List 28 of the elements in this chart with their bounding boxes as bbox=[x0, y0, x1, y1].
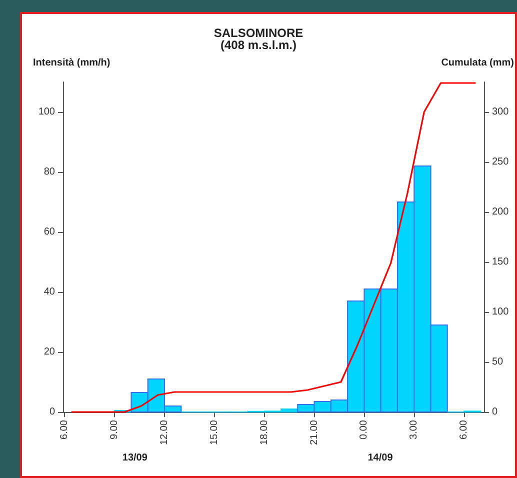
y2-tick-label: 0 bbox=[492, 406, 498, 418]
y-tick-label: 100 bbox=[38, 106, 56, 118]
y2-axis-title: Cumulata (mm) bbox=[441, 58, 514, 68]
y-tick-label: 40 bbox=[44, 286, 56, 298]
x-tick-label: 18.00 bbox=[258, 420, 270, 446]
x-tick-label: 15.00 bbox=[208, 420, 220, 446]
y2-tick-label: 300 bbox=[492, 106, 510, 118]
chart-subtitle: (408 m.s.l.m.) bbox=[220, 38, 297, 52]
y2-tick-label: 250 bbox=[492, 156, 510, 168]
x-tick-label: 6.00 bbox=[59, 420, 70, 440]
y2-tick-label: 100 bbox=[492, 306, 510, 318]
x-tick-label: 3.00 bbox=[408, 420, 420, 440]
y-tick-label: 80 bbox=[44, 166, 56, 178]
x-tick-label: 0.00 bbox=[358, 420, 370, 440]
y-tick-label: 20 bbox=[44, 346, 56, 358]
y2-tick-label: 200 bbox=[492, 206, 510, 218]
chart-title: SALSOMINORE bbox=[214, 26, 304, 40]
x-tick-label: 12.00 bbox=[159, 420, 170, 446]
y2-tick-label: 50 bbox=[492, 356, 504, 368]
y-tick-label: 0 bbox=[49, 406, 56, 418]
text: 14/09 bbox=[368, 452, 394, 464]
text: 13/09 bbox=[122, 452, 148, 464]
y2-tick-label: 150 bbox=[492, 256, 510, 268]
x-tick-label: 6.00 bbox=[458, 420, 470, 440]
y-tick-label: 60 bbox=[44, 226, 56, 238]
x-tick-label: 9.00 bbox=[109, 420, 120, 440]
x-tick-label: 21.00 bbox=[308, 420, 320, 446]
y-axis-title: Intensità (mm/h) bbox=[33, 58, 110, 68]
